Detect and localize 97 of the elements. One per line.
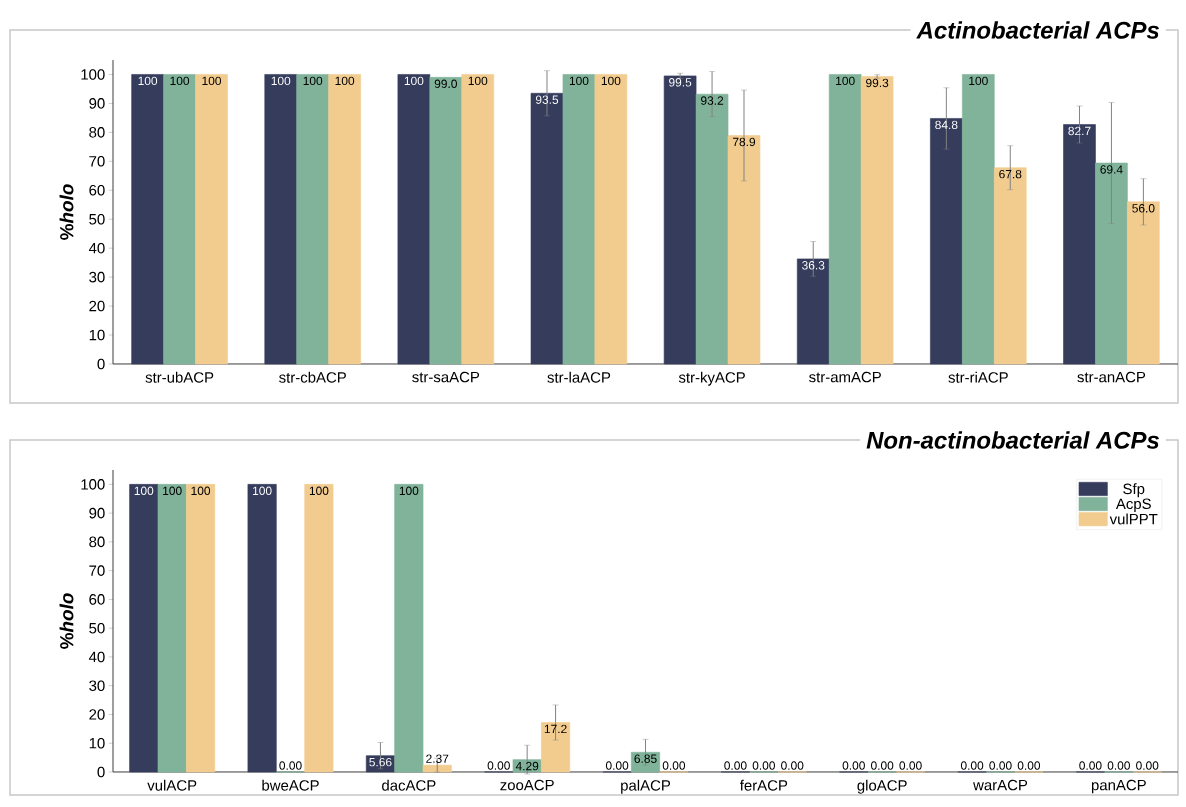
y-tick-label: 70 [89,156,105,167]
data-label: 100 [399,486,419,496]
data-label: 100 [170,76,190,86]
data-label: 0.00 [1017,761,1041,770]
x-tick-label: str-ubACP [145,371,214,383]
y-axis-title: %holo [59,593,74,649]
data-label: 100 [163,486,182,496]
data-label: 0.00 [662,761,686,770]
data-label: 99.0 [434,79,457,89]
data-label: 100 [303,76,323,86]
x-tick-label: ferACP [739,779,788,791]
y-tick-label: 50 [89,622,105,634]
y-tick-label: 30 [89,680,105,691]
y-tick-label: 20 [89,709,105,720]
data-label: 100 [309,486,329,496]
y-tick-label: 10 [89,329,105,341]
data-label: 0.00 [1107,761,1130,770]
legend-label: AcpS [1115,498,1151,513]
data-label: 99.5 [669,78,692,87]
data-label: 0.00 [279,761,302,770]
x-tick-label: palACP [621,779,671,794]
x-tick-label: bweACP [262,779,319,791]
data-label: 100 [335,76,355,86]
x-tick-label: str-amACP [809,371,881,383]
data-label: 100 [836,76,855,86]
data-label: 69.4 [1100,165,1123,174]
x-tick-label: str-saACP [412,371,480,383]
data-label: 78.9 [732,137,756,147]
data-label: 100 [569,76,589,86]
y-tick-label: 30 [89,271,105,283]
y-tick-label: 60 [89,594,105,605]
x-tick-label: dacACP [382,779,436,791]
y-tick-label: 80 [89,536,105,548]
y-tick-label: 40 [88,242,105,254]
data-label: 100 [969,76,988,86]
y-tick-label: 90 [89,98,105,109]
data-label: 0.00 [752,761,775,770]
data-label: 100 [271,76,291,86]
data-label: 93.2 [700,96,724,105]
x-tick-label: str-riACP [948,371,1008,383]
data-label: 100 [253,486,272,496]
data-label: 100 [601,76,621,86]
y-tick-label: 0 [97,766,105,778]
data-label: 100 [134,486,154,496]
x-tick-label: str-anACP [1077,371,1146,383]
y-tick-label: 100 [81,479,105,490]
y-tick-label: 80 [89,127,105,138]
chart-title: Actinobacterial ACPs [916,21,1159,39]
x-tick-label: zooACP [500,779,554,791]
y-tick-label: 70 [89,565,105,576]
data-label: 67.8 [999,169,1022,179]
data-label: 82.7 [1068,126,1091,136]
y-tick-label: 10 [89,737,105,749]
data-label: 17.2 [544,724,567,734]
y-tick-label: 50 [89,213,105,225]
data-label: 0.00 [1136,761,1159,770]
data-label: 56.0 [1132,204,1155,213]
data-label: 36.3 [802,261,825,270]
data-label: 0.00 [960,761,984,770]
data-label: 0.00 [899,761,922,770]
data-label: 5.66 [369,757,392,767]
data-label: 100 [202,76,222,86]
data-label: 100 [191,486,211,496]
y-tick-label: 60 [89,184,105,196]
data-label: 0.00 [487,761,510,770]
x-tick-label: str-cbACP [279,371,346,383]
y-tick-label: 100 [81,69,105,80]
y-tick-label: 0 [97,358,105,370]
data-label: 0.00 [1079,761,1102,770]
data-label: 0.00 [989,761,1012,770]
legend-label: vulPPT [1109,513,1158,525]
x-tick-label: vulACP [147,779,197,791]
data-label: 100 [138,76,158,86]
legend-label: Sfp [1123,483,1145,498]
data-label: 84.8 [935,120,958,130]
data-label: 0.00 [871,761,894,770]
x-tick-label: str-laACP [547,371,611,383]
data-label: 0.00 [724,761,747,770]
data-label: 4.29 [515,761,539,771]
data-label: 0.00 [781,761,804,770]
data-label: 99.3 [866,78,889,88]
data-label: 93.5 [535,95,559,104]
data-label: 100 [468,76,488,86]
data-label: 2.37 [426,754,449,763]
y-tick-label: 20 [89,300,105,312]
x-tick-label: gloACP [857,779,907,794]
data-label: 0.00 [605,761,629,770]
chart-title: Non-actinobacterial ACPs [866,431,1159,449]
y-tick-label: 40 [88,651,105,663]
x-tick-label: panACP [1091,779,1146,794]
data-label: 6.85 [634,754,657,763]
data-label: 0.00 [842,761,865,770]
x-tick-label: str-kyACP [678,371,745,386]
x-tick-label: warACP [973,779,1028,791]
y-tick-label: 90 [89,507,105,519]
data-label: 100 [404,76,424,86]
y-axis-title: %holo [59,184,74,240]
